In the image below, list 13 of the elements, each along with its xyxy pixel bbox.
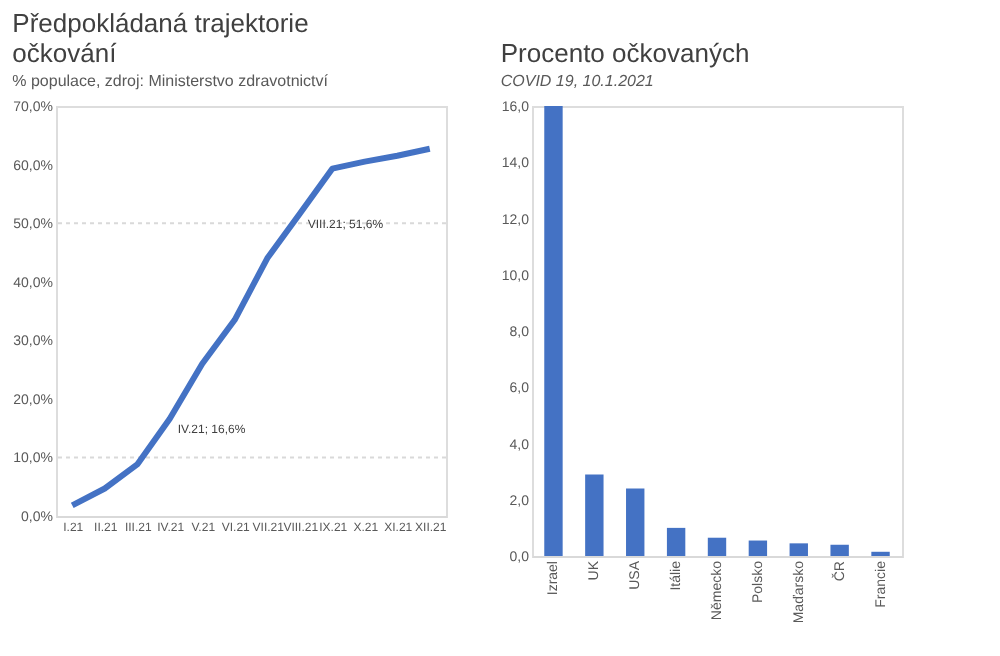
bar bbox=[666, 527, 686, 556]
bar bbox=[585, 474, 604, 556]
bar bbox=[830, 544, 849, 556]
line-series bbox=[69, 145, 433, 509]
bar bbox=[789, 543, 808, 556]
bar bbox=[707, 537, 727, 556]
chart-subtitle: COVID 19, 10.1.2021 bbox=[500, 72, 654, 90]
chart-subtitle: % populace, zdroj: Ministerstvo zdravotnictví bbox=[12, 72, 330, 90]
bar bbox=[748, 540, 768, 556]
chart-title: Procento očkovaných bbox=[500, 38, 750, 68]
bar bbox=[626, 488, 645, 556]
bar bbox=[544, 106, 563, 556]
chart-title: Předpokládaná trajektorie očkování bbox=[12, 8, 309, 68]
